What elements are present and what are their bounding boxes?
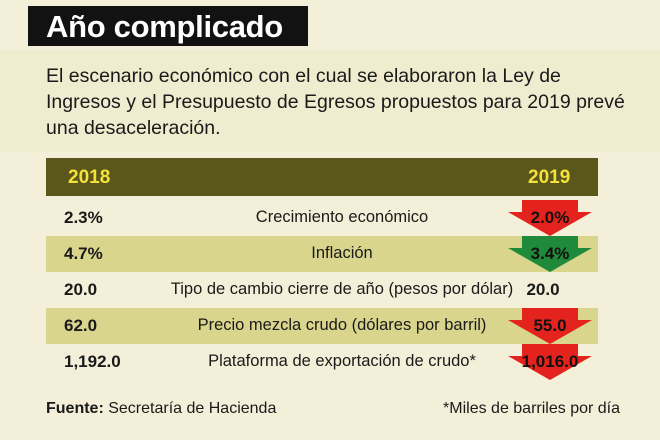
indicator-label: Inflación [311, 244, 373, 262]
header: Año complicado [0, 0, 660, 50]
table-row: 2.3% Crecimiento económico 2.0% [46, 200, 598, 236]
value-2018: 1,192.0 [64, 352, 121, 371]
column-header-2019: 2019 [528, 167, 571, 188]
footnote: *Miles de barriles por día [443, 400, 620, 417]
indicator-label: Precio mezcla crudo (dólares por barril) [197, 316, 487, 334]
table-header: 2018 2019 [46, 158, 598, 196]
value-2019: 55.0 [533, 316, 567, 335]
indicator-label: Plataforma de exportación de crudo* [208, 352, 476, 370]
column-header-2018: 2018 [68, 167, 111, 188]
down-arrow-icon: 2.0% [508, 200, 592, 236]
down-arrow-icon: 1,016.0 [508, 344, 592, 380]
value-2019: 2.0% [530, 208, 570, 227]
value-2019: 1,016.0 [521, 352, 579, 371]
indicator-label: Crecimiento económico [255, 208, 429, 226]
down-arrow-icon: 55.0 [508, 308, 592, 344]
lead-text: El escenario económico con el cual se el… [46, 65, 625, 139]
source-text: Secretaría de Hacienda [108, 400, 277, 417]
lead-section: El escenario económico con el cual se el… [0, 50, 660, 152]
value-2018: 62.0 [64, 316, 98, 335]
indicator-label: Tipo de cambio cierre de año (pesos por … [170, 280, 514, 298]
value-2018: 20.0 [64, 280, 98, 299]
title-bar [28, 6, 308, 46]
table-row: 62.0 Precio mezcla crudo (dólares por bar… [46, 308, 598, 344]
page-title: Año complicado [46, 9, 283, 44]
value-2019: 3.4% [530, 244, 570, 263]
value-2019: 20.0 [526, 280, 560, 299]
table-row: 1,192.0 Plataforma de exportación de crud… [46, 344, 598, 380]
table-row: 4.7% Inflación 3.4% [46, 236, 598, 272]
value-2018: 2.3% [64, 208, 103, 227]
source-label: Fuente: [46, 400, 104, 417]
value-2018: 4.7% [64, 244, 103, 263]
footer: Fuente: Secretaría de Hacienda *Miles de… [0, 388, 660, 440]
down-arrow-icon: 3.4% [508, 236, 592, 272]
source: Fuente: Secretaría de Hacienda [46, 400, 276, 418]
table-row: 20.0 Tipo de cambio cierre de año (pesos … [46, 272, 598, 308]
